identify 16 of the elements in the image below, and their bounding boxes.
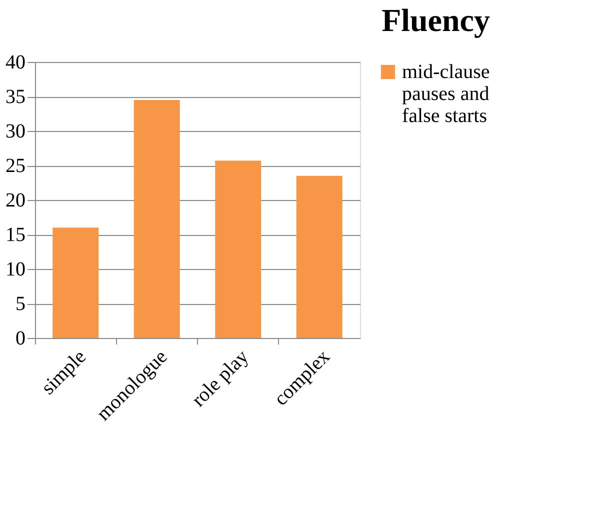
text: Fluency	[382, 2, 490, 38]
x-tick-label: role play	[188, 346, 253, 412]
y-tick-label: 40	[6, 52, 26, 74]
y-tick-label: 25	[6, 155, 26, 177]
bar	[134, 100, 180, 338]
y-tick-label: 10	[6, 258, 26, 280]
y-tick-label: 30	[6, 120, 26, 142]
bar	[296, 176, 342, 338]
y-tick-label: 15	[6, 224, 26, 246]
bar	[215, 160, 262, 338]
legend-label: mid-clause pauses and false starts	[402, 61, 490, 127]
y-tick-label: 0	[16, 328, 26, 350]
bar	[52, 228, 99, 338]
y-tick-label: 35	[6, 86, 26, 108]
y-tick-label: 5	[16, 293, 26, 315]
y-tick-label: 20	[6, 190, 26, 212]
